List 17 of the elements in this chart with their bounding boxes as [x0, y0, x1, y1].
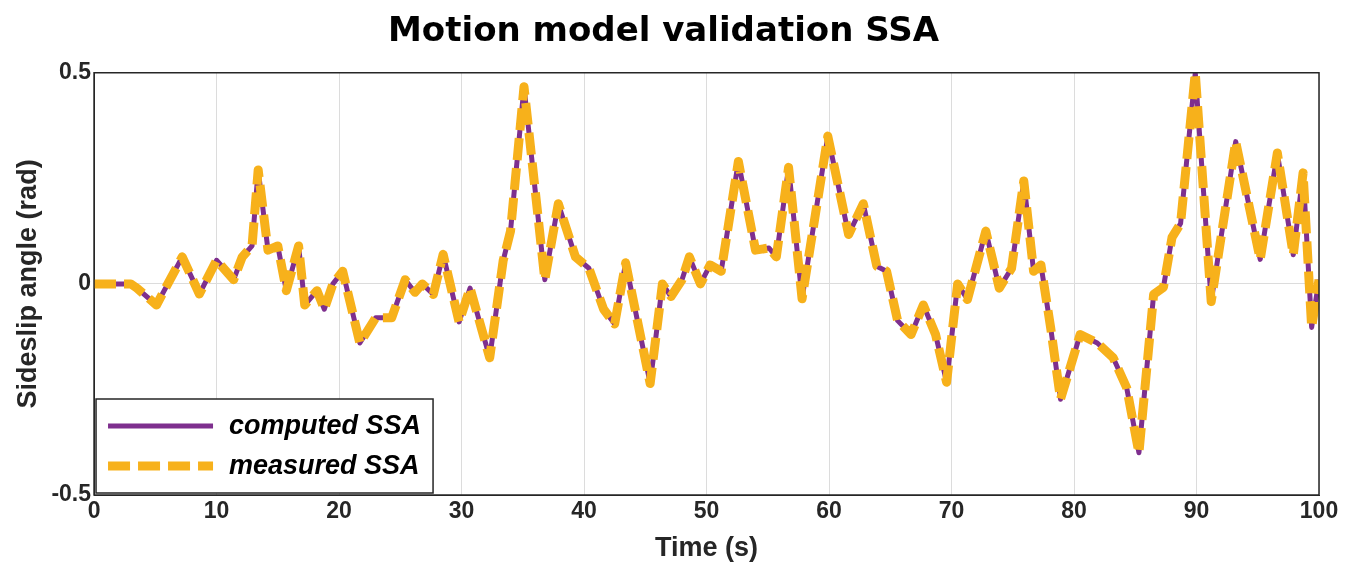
x-tick-label: 20 — [326, 497, 352, 524]
x-tick-label: 70 — [938, 497, 965, 524]
y-tick-label: 0 — [78, 269, 92, 296]
x-tick-label: 80 — [1061, 497, 1087, 524]
y-axis-title: Sideslip angle (rad) — [11, 159, 42, 409]
x-tick-label: 90 — [1183, 497, 1210, 524]
x-tick-label: 100 — [1299, 497, 1339, 524]
x-tick-label: 10 — [203, 497, 230, 524]
legend-label: computed SSA — [229, 410, 422, 441]
y-tick-label: 0.5 — [59, 58, 92, 85]
x-axis-title: Time (s) — [655, 532, 759, 563]
x-tick-label: 30 — [448, 497, 475, 524]
x-tick-label: 60 — [816, 497, 842, 524]
legend-label: measured SSA — [229, 450, 420, 481]
x-tick-label: 40 — [571, 497, 597, 524]
chart-title: Motion model validation SSA — [388, 9, 940, 50]
x-tick-label: 50 — [693, 497, 720, 524]
